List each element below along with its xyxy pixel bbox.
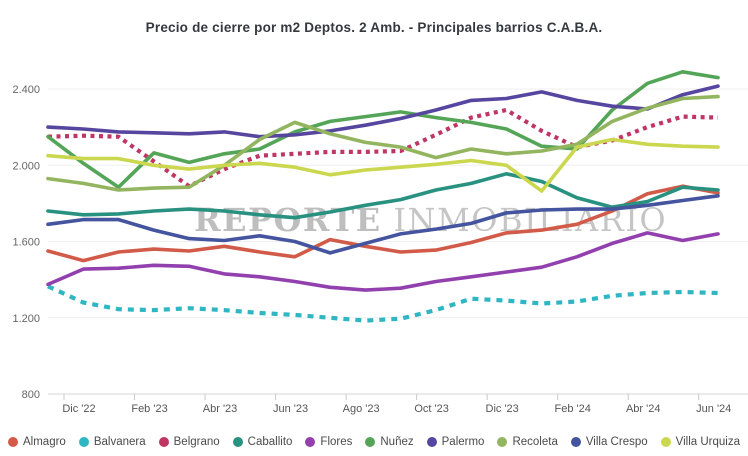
x-axis-label: Abr '24 [626,403,661,415]
legend-label: Recoleta [512,436,558,448]
x-axis-label: Jun '24 [696,403,731,415]
legend-dot-palermo [426,437,437,447]
legend-dot-balvanera [78,437,89,447]
x-axis-label: Jun '23 [273,403,308,415]
y-axis-label: 800 [22,389,40,401]
legend-label: Nuñez [380,436,414,448]
legend-dot-villa-urquiza [660,437,671,447]
x-axis-label: Dic '23 [486,403,519,415]
legend-label: Villa Urquiza [675,436,740,448]
legend-label: Villa Crespo [585,436,648,448]
legend-dot-flores [305,437,316,447]
legend-dot-almagro [8,437,18,447]
legend-label: Caballito [247,436,293,448]
legend-item-palermo[interactable]: Palermo [426,436,485,448]
y-axis-label: 2.400 [12,84,40,96]
series-line-nu-ez[interactable] [46,70,720,189]
legend-item-caballito[interactable]: Caballito [232,436,293,448]
series-line-palermo[interactable] [46,84,720,139]
legend-label: Belgrano [173,436,220,448]
y-axis-label: 1.200 [12,313,40,325]
series-line-caballito[interactable] [46,172,720,220]
x-axis-label: Oct '23 [414,403,449,415]
legend-label: Flores [320,436,353,448]
legend-dot-belgrano [158,437,169,447]
legend-dot-caballito [232,437,243,447]
series-line-balvanera[interactable] [47,284,719,323]
series-line-villa-urquiza[interactable] [46,137,720,193]
x-axis-label: Feb '23 [131,403,167,415]
legend-item-flores[interactable]: Flores [305,436,352,448]
x-axis-label: Ago '23 [343,403,380,415]
x-axis-label: Feb '24 [555,403,591,415]
legend-item-recoleta[interactable]: Recoleta [497,436,558,448]
legend-item-belgrano[interactable]: Belgrano [158,436,220,448]
y-axis-label: 1.600 [12,237,40,249]
legend-item-nu-ez[interactable]: Nuñez [365,436,414,448]
chart-legend: Almagro Balvanera Belgrano Caballito Flores N… [0,436,748,448]
legend-label: Almagro [23,436,66,448]
legend-item-villa-urquiza[interactable]: Villa Urquiza [660,436,740,448]
y-axis-label: 2.000 [12,160,40,172]
series-line-flores[interactable] [46,231,720,292]
x-axis-label: Dic '22 [62,403,95,415]
legend-item-almagro[interactable]: Almagro [8,436,66,448]
legend-item-villa-crespo[interactable]: Villa Crespo [570,436,648,448]
legend-label: Palermo [441,436,485,448]
legend-dot-villa-crespo [570,437,581,447]
legend-dot-nu-ez [365,437,376,447]
chart-title: Precio de cierre por m2 Deptos. 2 Amb. -… [145,20,603,35]
legend-item-balvanera[interactable]: Balvanera [78,436,146,448]
x-axis-label: Abr '23 [203,403,238,415]
series-line-almagro[interactable] [46,184,720,263]
legend-label: Balvanera [93,436,146,448]
series-line-recoleta[interactable] [46,94,720,192]
legend-dot-recoleta [497,437,508,447]
series-line-villa-crespo[interactable] [46,194,720,255]
